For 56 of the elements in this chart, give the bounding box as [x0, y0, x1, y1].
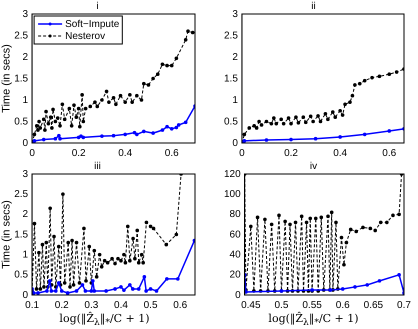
- y-tick-label: 20: [230, 270, 242, 281]
- x-tick-label: 0.7: [397, 300, 412, 311]
- y-tick-label: 2: [232, 52, 238, 63]
- y-tick-label: 2: [22, 209, 29, 220]
- y-tick-label: 1: [232, 94, 238, 106]
- y-tick-label: 0: [232, 138, 238, 149]
- y-tick-label: 1.5: [14, 229, 29, 240]
- y-tick-label: 40: [230, 249, 242, 260]
- y-tick-label: 1.5: [224, 73, 238, 84]
- y-tick-label: 0: [22, 138, 29, 149]
- x-axis-title: log(‖Ẑ$_{λ}$‖$_{*}$/C + 1): [267, 312, 360, 329]
- y-tick-label: 0.5: [14, 116, 29, 128]
- x-tick-label: 0.65: [364, 300, 384, 311]
- x-tick-label: 0.4: [118, 148, 133, 159]
- y-tick-label: 100: [224, 188, 242, 200]
- y-tick-label: 3: [22, 168, 29, 180]
- y-tick-label: 2.5: [224, 30, 238, 42]
- x-tick-label: 0.6: [382, 148, 397, 159]
- y-tick-label: 3: [232, 8, 238, 20]
- x-tick-label: 0.2: [284, 148, 298, 159]
- chart-title: iv: [310, 160, 318, 172]
- chart-title: i: [96, 0, 99, 12]
- x-tick-label: 0.45: [241, 300, 261, 311]
- x-tick-label: 0.5: [274, 300, 289, 311]
- legend-label: Soft−Impute: [65, 18, 120, 30]
- y-axis-title: Time (in secs): [0, 44, 13, 113]
- x-axis-title: log(‖Ẑ$_{λ}$‖$_{*}$/C + 1): [58, 312, 151, 329]
- x-tick-label: 0.5: [144, 300, 158, 311]
- y-tick-label: 1: [22, 94, 29, 106]
- legend-label: Nesterov: [65, 30, 106, 42]
- x-tick-label: 0.6: [336, 300, 350, 311]
- y-tick-label: 60: [230, 229, 242, 240]
- x-tick-label: 0.6: [173, 300, 188, 311]
- x-tick-label: 0.55: [302, 300, 322, 311]
- x-tick-label: 0.3: [84, 300, 99, 311]
- y-tick-label: 0.5: [14, 270, 29, 281]
- y-tick-label: 3: [22, 8, 29, 20]
- y-tick-label: 2: [22, 52, 29, 63]
- x-tick-label: 0.4: [333, 148, 348, 159]
- y-tick-label: 2.5: [14, 30, 29, 42]
- y-tick-label: 0: [22, 290, 29, 301]
- y-tick-label: 120: [224, 168, 242, 180]
- x-tick-label: 0.2: [72, 148, 86, 159]
- x-tick-label: 0.4: [114, 300, 128, 311]
- y-tick-label: 80: [230, 209, 242, 220]
- chart-title: ii: [311, 0, 316, 12]
- y-axis-title: Time (in secs): [0, 200, 13, 269]
- y-tick-label: 1.5: [14, 73, 29, 84]
- y-tick-label: 1: [22, 249, 29, 260]
- y-tick-label: 0: [235, 290, 242, 301]
- y-tick-label: 2.5: [14, 188, 29, 200]
- chart-title: iii: [94, 160, 101, 172]
- x-tick-label: 0.2: [54, 300, 70, 311]
- x-tick-label: 0.1: [25, 300, 40, 311]
- x-tick-label: 0.6: [164, 148, 180, 159]
- y-tick-label: 0.5: [224, 116, 238, 128]
